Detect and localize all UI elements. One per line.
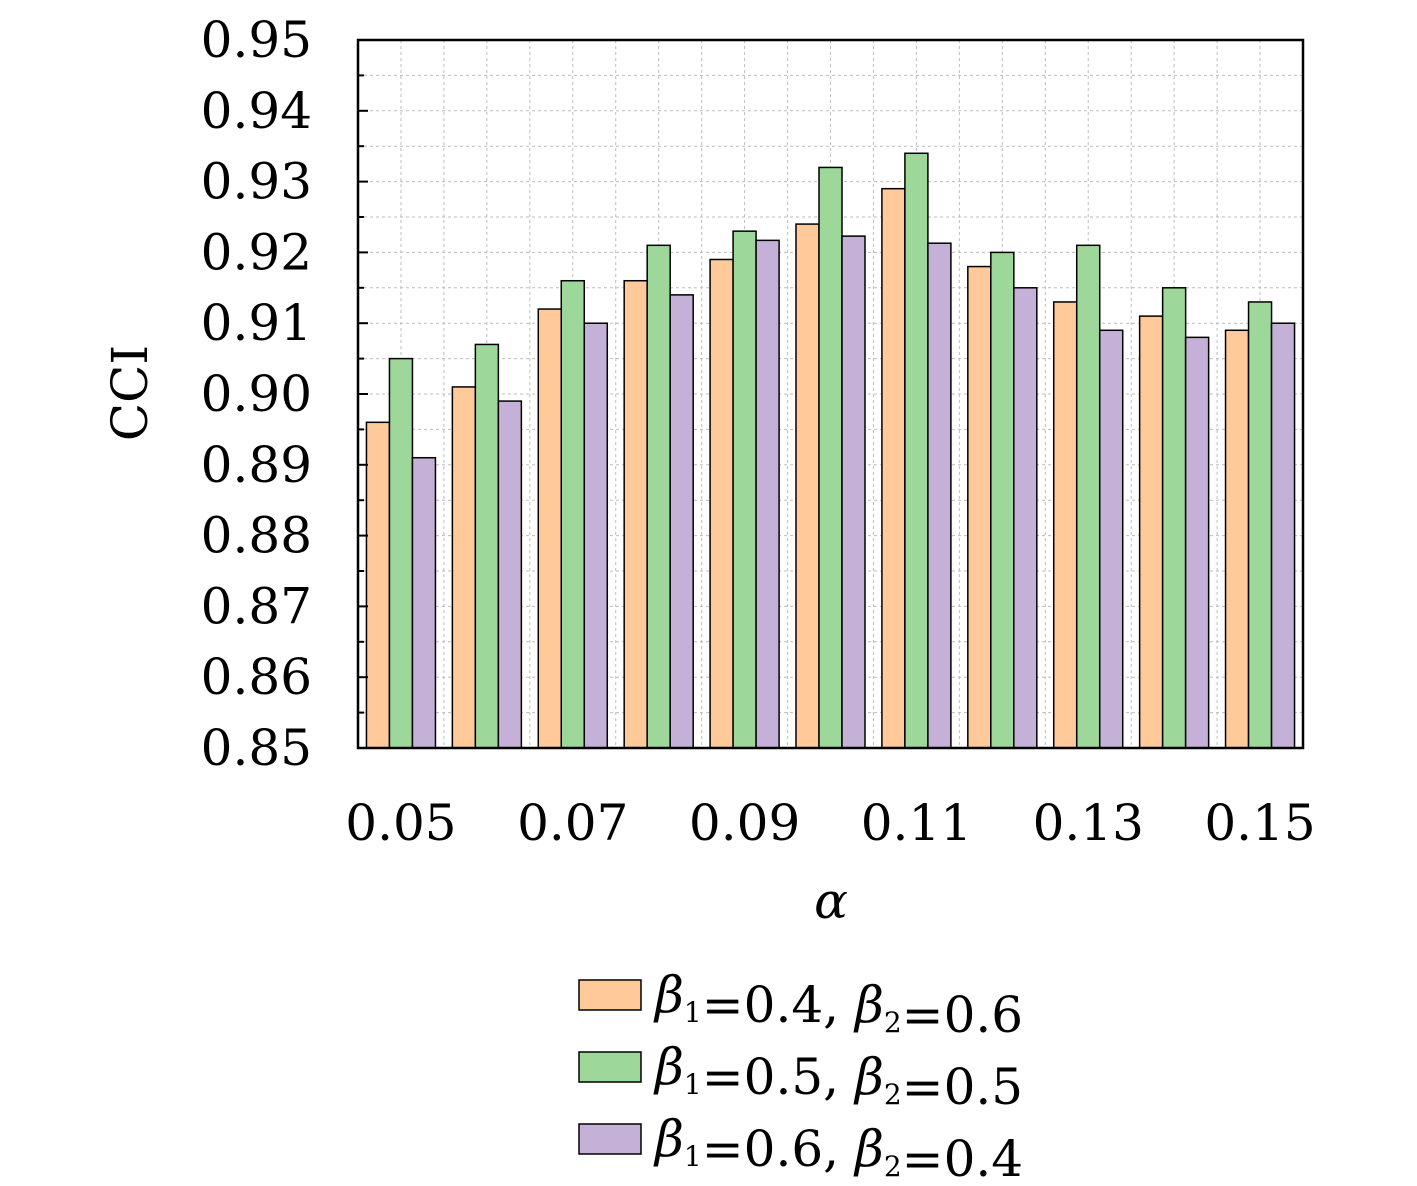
x-tick-label: 0.15 xyxy=(1204,794,1315,852)
bar-series1-0.08 xyxy=(623,279,648,749)
legend: β1=0.4, β2=0.6β1=0.5, β2=0.5β1=0.6, β2=0… xyxy=(578,966,1023,1186)
bar-series2-0.14 xyxy=(1161,287,1187,749)
bar-series3-0.13 xyxy=(1098,329,1124,749)
bar-series1-0.06 xyxy=(451,386,477,749)
bar-series3-0.11 xyxy=(927,242,952,749)
x-tick-label: 0.11 xyxy=(861,794,972,852)
y-tick-label: 0.93 xyxy=(201,153,312,211)
y-tick-label: 0.87 xyxy=(201,577,312,635)
legend-label-2: β1=0.5, β2=0.5 xyxy=(653,1038,1023,1116)
y-tick-label: 0.86 xyxy=(201,648,312,706)
bar-series2-0.08 xyxy=(646,244,671,749)
bar-series2-0.07 xyxy=(560,279,586,749)
bar-series2-0.10 xyxy=(818,166,843,749)
x-tick-label: 0.09 xyxy=(689,794,800,852)
x-tick-label: 0.13 xyxy=(1033,794,1144,852)
bar-series1-0.13 xyxy=(1052,301,1078,749)
y-tick-label: 0.90 xyxy=(201,365,312,423)
bar-series3-0.08 xyxy=(669,294,694,749)
y-tick-label: 0.94 xyxy=(201,82,312,140)
bar-series3-0.10 xyxy=(841,235,866,749)
bar-series1-0.07 xyxy=(537,308,563,749)
bar-series2-0.12 xyxy=(990,251,1015,749)
bar-series3-0.09 xyxy=(755,239,780,749)
x-tick-label: 0.07 xyxy=(517,794,628,852)
bar-series1-0.10 xyxy=(795,223,820,749)
y-tick-labels: 0.85 0.86 0.87 0.88 0.89 0.90 0.91 0.92 0.93 0.94… xyxy=(201,11,312,777)
x-tick-label: 0.05 xyxy=(345,794,456,852)
ticks xyxy=(358,39,368,749)
y-tick-label: 0.92 xyxy=(201,223,312,281)
x-tick-labels: 0.05 0.07 0.09 0.11 0.13 0.15 xyxy=(345,794,1315,852)
bar-series2-0.13 xyxy=(1075,244,1101,749)
legend-swatch-2 xyxy=(578,1051,642,1083)
bar-series2-0.15 xyxy=(1247,301,1273,749)
bar-series1-0.09 xyxy=(709,258,734,749)
bars xyxy=(365,152,1296,749)
bar-series3-0.07 xyxy=(583,322,609,749)
y-tick-label: 0.88 xyxy=(201,507,312,565)
y-tick-label: 0.91 xyxy=(201,294,312,352)
y-tick-label: 0.89 xyxy=(201,436,312,494)
bar-series1-0.11 xyxy=(881,187,906,749)
bar-series2-0.09 xyxy=(732,230,757,749)
bar-series2-0.05 xyxy=(388,357,414,749)
y-axis-label: CCI xyxy=(101,345,159,441)
bar-series1-0.15 xyxy=(1224,329,1250,749)
bar-series3-0.05 xyxy=(411,456,437,749)
legend-label-3: β1=0.6, β2=0.4 xyxy=(653,1110,1023,1186)
x-axis-label: α xyxy=(814,872,848,930)
bar-series1-0.14 xyxy=(1138,315,1164,749)
y-tick-label: 0.85 xyxy=(201,719,312,777)
legend-label-1: β1=0.4, β2=0.6 xyxy=(653,966,1023,1044)
bar-series3-0.14 xyxy=(1184,336,1210,749)
bar-series1-0.05 xyxy=(365,421,391,749)
bar-series2-0.11 xyxy=(904,152,929,749)
bar-series2-0.06 xyxy=(474,343,500,749)
y-tick-label: 0.95 xyxy=(201,11,312,69)
legend-swatch-1 xyxy=(578,979,642,1011)
bar-series3-0.15 xyxy=(1270,322,1296,749)
bar-series3-0.06 xyxy=(497,400,523,749)
legend-swatch-3 xyxy=(578,1123,642,1155)
bar-series3-0.12 xyxy=(1013,287,1038,749)
bar-series1-0.12 xyxy=(967,265,992,749)
